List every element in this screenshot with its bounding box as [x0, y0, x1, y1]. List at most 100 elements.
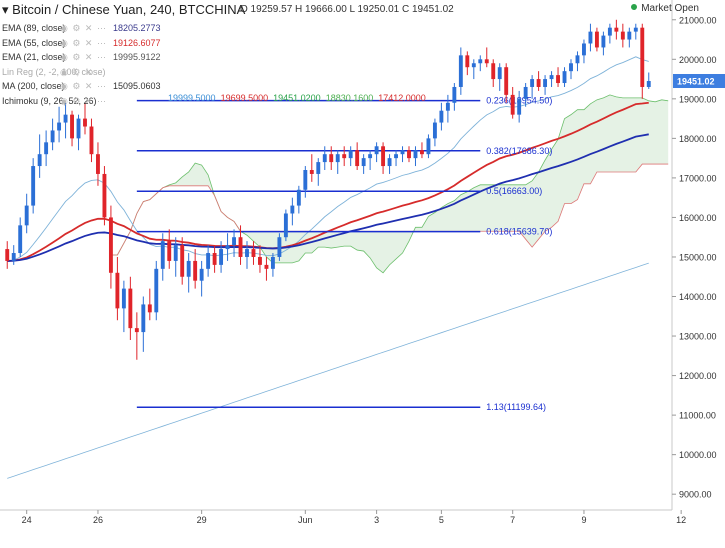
candle-body[interactable]	[121, 288, 126, 309]
indicator-row[interactable]: Lin Reg (2, -2, 100, close)◉ ⚙ ✕ ⋯	[2, 67, 113, 78]
candle-body[interactable]	[562, 71, 567, 84]
candle-body[interactable]	[620, 31, 625, 40]
candle-body[interactable]	[536, 79, 541, 87]
indicator-row[interactable]: Ichimoku (9, 26, 52, 26)◉ ⚙ ✕ ⋯	[2, 96, 113, 107]
indicator-controls-icon[interactable]: ◉ ⚙ ✕ ⋯	[60, 66, 107, 77]
candle-body[interactable]	[5, 249, 10, 261]
candle-body[interactable]	[445, 102, 450, 111]
candle-body[interactable]	[141, 304, 146, 333]
candle-body[interactable]	[212, 253, 217, 265]
candle-body[interactable]	[115, 272, 120, 309]
indicator-row[interactable]: EMA (89, close)◉ ⚙ ✕ ⋯ 18205.2773	[2, 23, 161, 34]
candle-body[interactable]	[264, 264, 269, 269]
candle-body[interactable]	[147, 304, 152, 313]
candle-body[interactable]	[400, 150, 405, 155]
indicator-controls-icon[interactable]: ◉ ⚙ ✕ ⋯	[60, 95, 107, 106]
candle-body[interactable]	[426, 138, 431, 155]
candle-body[interactable]	[452, 86, 457, 103]
candle-body[interactable]	[154, 268, 159, 313]
candle-body[interactable]	[465, 55, 470, 68]
candle-body[interactable]	[432, 122, 437, 139]
candle-body[interactable]	[167, 241, 172, 261]
candle-body[interactable]	[497, 67, 502, 80]
candle-body[interactable]	[245, 249, 249, 257]
candle-body[interactable]	[361, 158, 366, 167]
candle-body[interactable]	[335, 154, 340, 163]
candle-body[interactable]	[523, 86, 528, 99]
indicator-controls-icon[interactable]: ◉ ⚙ ✕ ⋯	[60, 37, 107, 48]
candle-body[interactable]	[277, 237, 282, 257]
candle-body[interactable]	[510, 94, 515, 115]
candle-body[interactable]	[186, 260, 191, 277]
candle-body[interactable]	[37, 154, 42, 167]
candle-body[interactable]	[413, 150, 418, 159]
candle-body[interactable]	[63, 114, 68, 123]
indicator-row[interactable]: EMA (21, close)◉ ⚙ ✕ ⋯ 19995.9122	[2, 52, 161, 63]
candle-body[interactable]	[322, 154, 327, 163]
candle-body[interactable]	[491, 63, 496, 80]
candle-body[interactable]	[387, 158, 392, 167]
candle-body[interactable]	[627, 31, 632, 40]
collapse-chevron-icon[interactable]: ▾	[2, 2, 9, 17]
candle-body[interactable]	[569, 63, 573, 72]
candle-body[interactable]	[31, 166, 36, 206]
candle-body[interactable]	[219, 249, 224, 265]
candle-body[interactable]	[329, 154, 334, 163]
candle-body[interactable]	[478, 59, 483, 64]
candle-body[interactable]	[134, 328, 139, 333]
candle-body[interactable]	[316, 162, 321, 174]
candle-body[interactable]	[96, 154, 100, 174]
candle-body[interactable]	[575, 55, 580, 64]
candle-body[interactable]	[594, 31, 599, 48]
candle-body[interactable]	[89, 126, 94, 155]
candle-body[interactable]	[251, 249, 256, 257]
candle-body[interactable]	[342, 154, 347, 159]
candle-body[interactable]	[44, 142, 49, 155]
candle-body[interactable]	[270, 256, 275, 269]
symbol-title[interactable]: Bitcoin / Chinese Yuan, 240, BTCCHINA	[12, 2, 246, 17]
candle-body[interactable]	[180, 245, 185, 277]
candle-body[interactable]	[582, 43, 586, 56]
candle-body[interactable]	[458, 55, 463, 87]
candle-body[interactable]	[57, 122, 62, 131]
candle-body[interactable]	[640, 27, 645, 87]
candle-body[interactable]	[50, 130, 55, 143]
candle-body[interactable]	[283, 213, 288, 238]
candle-body[interactable]	[355, 150, 360, 167]
candle-body[interactable]	[128, 288, 133, 329]
candle-body[interactable]	[549, 75, 554, 80]
candle-body[interactable]	[238, 237, 243, 257]
candle-body[interactable]	[588, 31, 593, 44]
candle-body[interactable]	[303, 170, 308, 190]
candle-body[interactable]	[206, 253, 211, 269]
candle-body[interactable]	[633, 27, 638, 32]
candle-body[interactable]	[381, 146, 386, 167]
candle-body[interactable]	[504, 67, 509, 95]
candle-body[interactable]	[76, 118, 81, 139]
candle-body[interactable]	[11, 253, 16, 261]
indicator-controls-icon[interactable]: ◉ ⚙ ✕ ⋯	[60, 52, 107, 62]
candle-body[interactable]	[296, 189, 301, 206]
candle-body[interactable]	[420, 150, 424, 155]
candle-body[interactable]	[102, 173, 107, 218]
candle-body[interactable]	[309, 170, 314, 174]
candle-body[interactable]	[83, 118, 87, 127]
candle-body[interactable]	[232, 237, 236, 246]
candle-body[interactable]	[70, 114, 74, 139]
candle-body[interactable]	[173, 245, 178, 261]
candle-body[interactable]	[160, 241, 165, 269]
indicator-controls-icon[interactable]: ◉ ⚙ ✕ ⋯	[60, 81, 107, 91]
candle-body[interactable]	[368, 154, 373, 159]
candle-body[interactable]	[108, 217, 113, 273]
candle-body[interactable]	[394, 154, 398, 159]
candle-body[interactable]	[258, 256, 262, 265]
candle-body[interactable]	[607, 27, 612, 36]
candle-body[interactable]	[484, 59, 489, 64]
indicator-controls-icon[interactable]: ◉ ⚙ ✕ ⋯	[60, 23, 107, 33]
candle-body[interactable]	[374, 146, 379, 155]
candle-body[interactable]	[18, 225, 23, 254]
candle-body[interactable]	[193, 260, 198, 281]
candle-body[interactable]	[348, 150, 353, 159]
